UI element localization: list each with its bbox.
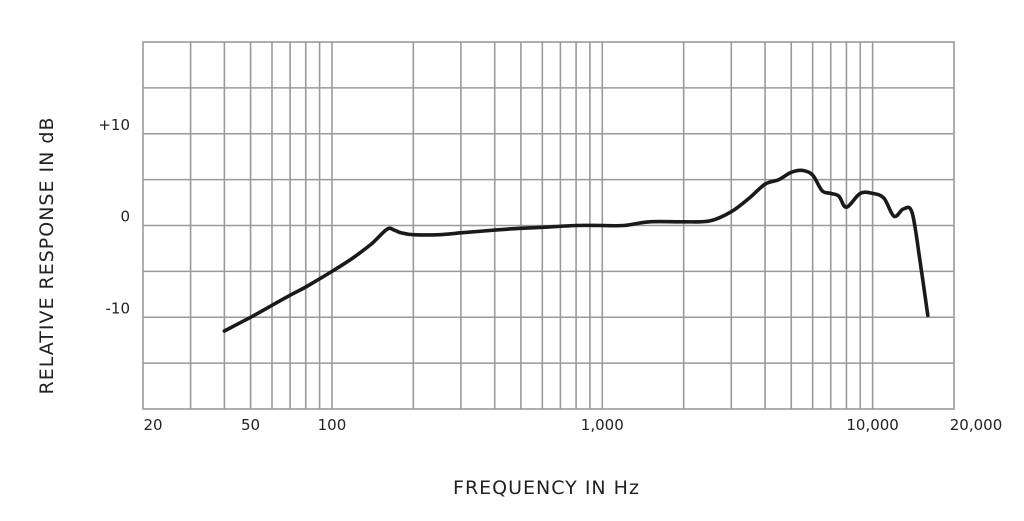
plot-frame [142,41,955,410]
x-tick-label: 1,000 [581,416,624,434]
y-tick-label: +10 [98,116,130,134]
x-tick-label: 100 [318,416,347,434]
response-curve [222,168,930,333]
y-tick-labels: +10 0 -10 [98,116,130,318]
y-axis-title: RELATIVE RESPONSE IN dB [36,117,58,395]
y-tick-label: 0 [120,208,130,226]
x-tick-label: 10,000 [846,416,899,434]
x-axis-title: FREQUENCY IN Hz [453,477,640,499]
x-tick-label: 50 [241,416,260,434]
x-tick-label: 20 [143,416,162,434]
x-tick-labels: 20 50 100 1,000 10,000 20,000 [143,416,1002,434]
x-tick-label: 20,000 [950,416,1003,434]
y-tick-label: -10 [106,299,131,317]
